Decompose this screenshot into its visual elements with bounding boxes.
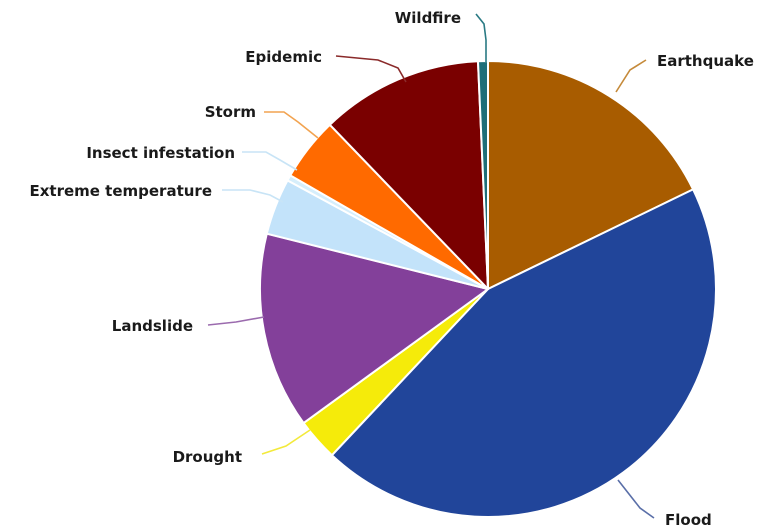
slice-epidemic [328, 60, 489, 290]
leader-line-epidemic [335, 55, 407, 83]
label-earthquake: Earthquake [657, 52, 754, 70]
slice-flood [330, 188, 717, 518]
slice-labels: Earthquake Flood Drought Landslide Extreme t… [29, 9, 753, 529]
leader-line-insect-infestation [242, 151, 298, 171]
leader-line-drought [261, 429, 311, 455]
label-drought: Drought [173, 448, 242, 466]
slice-landslide [259, 232, 489, 425]
slice-wildfire [476, 59, 489, 290]
label-storm: Storm [205, 103, 256, 121]
leader-line-flood [617, 479, 655, 519]
label-landslide: Landslide [112, 317, 193, 335]
label-wildfire: Wildfire [395, 9, 461, 27]
label-epidemic: Epidemic [245, 48, 322, 66]
leader-line-landslide [207, 316, 265, 326]
label-flood: Flood [665, 511, 712, 529]
leader-line-earthquake [615, 59, 647, 93]
leader-line-storm [264, 111, 319, 139]
slice-earthquake [487, 60, 695, 290]
leader-line-wildfire [475, 13, 487, 62]
leader-lines [207, 13, 655, 519]
pie-slices [259, 59, 717, 518]
label-extreme-temperature: Extreme temperature [29, 182, 212, 200]
leader-line-extreme-temperature [222, 189, 284, 203]
label-insect-infestation: Insect infestation [86, 144, 235, 162]
